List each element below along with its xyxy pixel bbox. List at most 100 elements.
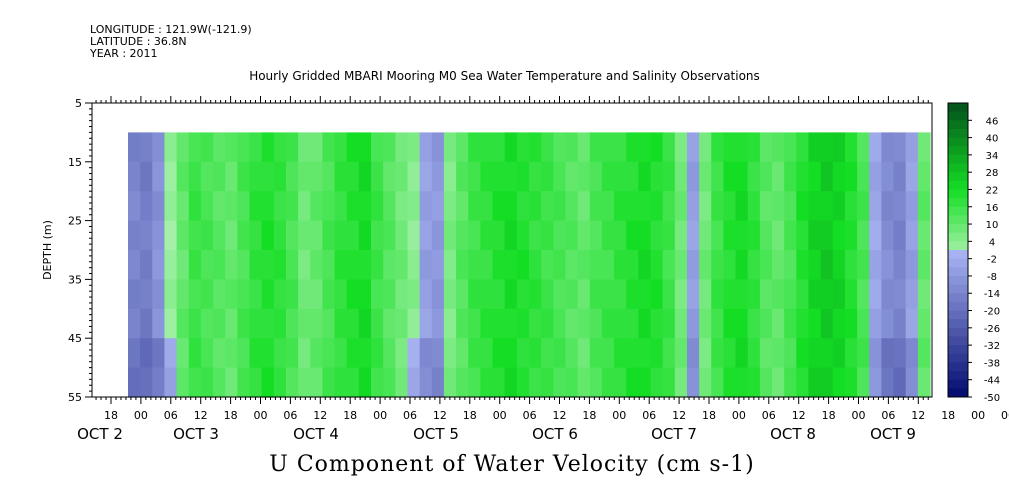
heatmap-cell [541, 279, 554, 310]
y-tick-label: 55 [68, 391, 82, 404]
heatmap-cell [334, 308, 348, 339]
heatmap-cell [820, 161, 834, 192]
colorbar-swatch [948, 310, 968, 320]
colorbar-label: -2 [987, 255, 997, 266]
heatmap-cell [905, 220, 919, 251]
heatmap-cell [310, 279, 324, 310]
heatmap-cell [140, 161, 153, 192]
colorbar-swatch [948, 172, 968, 182]
heatmap-cell [261, 161, 275, 192]
colorbar-swatch [948, 154, 968, 165]
heatmap-cell [334, 250, 348, 280]
heatmap-cell [601, 220, 615, 251]
heatmap-cell [735, 220, 749, 251]
heatmap-cell [383, 338, 396, 369]
heatmap-cell [650, 338, 664, 369]
heatmap-cell [395, 161, 409, 192]
heatmap-cell [407, 161, 421, 192]
heatmap-cell [164, 338, 178, 369]
colorbar-swatch [948, 137, 968, 147]
heatmap-cell [334, 338, 348, 369]
colorbar-label: -50 [984, 393, 1000, 404]
heatmap-cell [529, 132, 542, 163]
heatmap-cell [589, 132, 603, 163]
heatmap-cell [529, 367, 542, 398]
heatmap-cell [893, 308, 907, 339]
heatmap-cell [492, 220, 506, 251]
heatmap-cell [723, 338, 737, 369]
heatmap-cell [431, 250, 445, 280]
latitude-label: LATITUDE : 36.8N [90, 35, 187, 48]
heatmap-cell [650, 132, 664, 163]
x-day-label: OCT 5 [413, 425, 459, 443]
heatmap-cell [662, 161, 676, 192]
heatmap-cell [626, 250, 639, 280]
heatmap-cell [225, 132, 238, 163]
heatmap-cell [285, 191, 299, 222]
heatmap-cell [310, 308, 324, 339]
heatmap-cell [772, 338, 785, 369]
heatmap-cell [128, 338, 141, 369]
heatmap-cell [820, 132, 834, 163]
heatmap-cell [456, 308, 469, 339]
heatmap-cell [346, 132, 360, 163]
heatmap-cell [480, 250, 494, 280]
heatmap-cell [893, 367, 907, 398]
heatmap-cell [577, 308, 591, 339]
heatmap-cell [140, 250, 153, 280]
heatmap-cell [577, 220, 591, 251]
heatmap-cell [674, 220, 688, 251]
x-tick-label: 18 [582, 409, 596, 422]
heatmap-cell [200, 250, 214, 280]
heatmap-cell [686, 250, 700, 280]
heatmap-cell [541, 132, 554, 163]
heatmap-cell [735, 191, 749, 222]
heatmap-cell [857, 220, 870, 251]
heatmap-cell [334, 191, 348, 222]
heatmap-cell [759, 132, 773, 163]
heatmap-cell [237, 191, 251, 222]
heatmap-cell [188, 191, 202, 222]
heatmap-cell [395, 132, 409, 163]
heatmap-cell [152, 367, 166, 398]
heatmap-cell [213, 161, 226, 192]
heatmap-cell [674, 250, 688, 280]
heatmap-cell [285, 250, 299, 280]
heatmap-cell [784, 220, 797, 251]
heatmap-cell [711, 338, 725, 369]
heatmap-cell [626, 308, 639, 339]
heatmap-cell [832, 132, 846, 163]
heatmap-cell [249, 279, 263, 310]
heatmap-cell [857, 338, 870, 369]
heatmap-cell [869, 191, 882, 222]
y-tick-label: 45 [68, 332, 82, 345]
heatmap-cell [577, 279, 591, 310]
x-tick-label: 18 [104, 409, 118, 422]
colorbar-swatch [948, 180, 968, 190]
heatmap-cell [869, 279, 882, 310]
heatmap-cell [772, 191, 785, 222]
heatmap-cell [529, 250, 542, 280]
heatmap-cell [176, 220, 190, 251]
heatmap-cell [443, 220, 457, 251]
heatmap-cell [832, 220, 846, 251]
heatmap-cell [565, 161, 579, 192]
heatmap-cell [395, 338, 409, 369]
heatmap-cell [541, 367, 554, 398]
heatmap-cell [626, 220, 639, 251]
heatmap-cell [285, 367, 299, 398]
heatmap-cell [443, 132, 457, 163]
heatmap-cell [407, 250, 421, 280]
x-tick-label: 06 [164, 409, 178, 422]
heatmap-cell [213, 220, 226, 251]
colorbar-swatch [948, 371, 968, 381]
x-day-label: OCT 6 [532, 425, 578, 443]
heatmap-cell [188, 367, 202, 398]
heatmap-cell [419, 250, 433, 280]
heatmap-cell [589, 250, 603, 280]
x-tick-label: 18 [702, 409, 716, 422]
heatmap-cell [577, 250, 591, 280]
year-label: YEAR : 2011 [90, 47, 158, 60]
heatmap-cell [735, 250, 749, 280]
heatmap-cell [480, 338, 494, 369]
